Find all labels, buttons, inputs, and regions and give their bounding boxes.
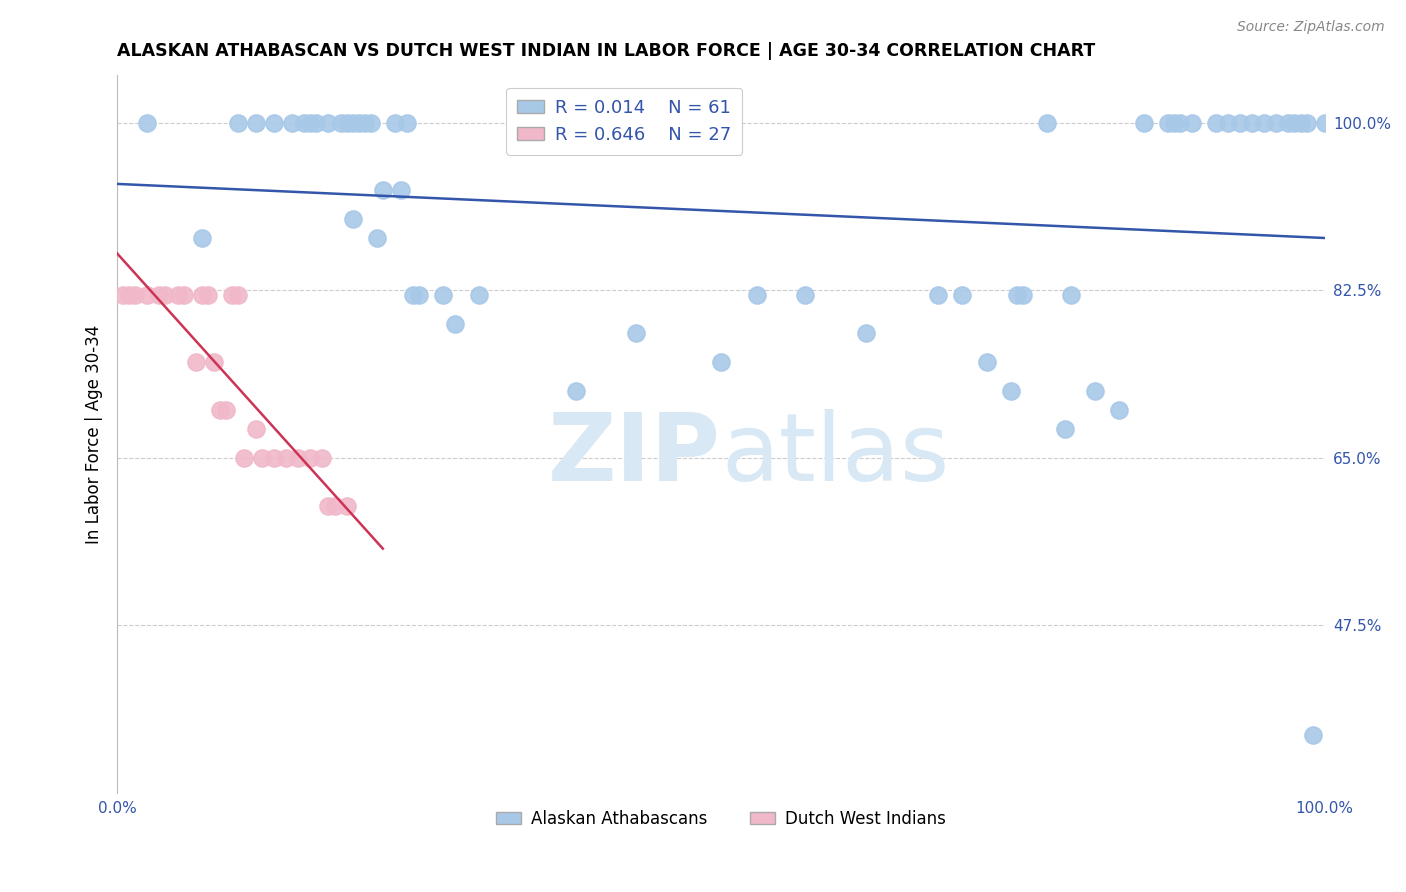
Point [1157,116,1180,130]
Point [389,183,412,197]
Point [1168,116,1191,130]
Point [1054,422,1077,436]
Point [342,211,364,226]
Point [1036,116,1059,130]
Point [226,288,249,302]
Point [221,288,243,302]
Point [299,116,322,130]
Point [1181,116,1204,130]
Point [155,288,177,302]
Point [432,288,454,302]
Point [444,317,467,331]
Point [468,288,491,302]
Point [263,116,285,130]
Point [1132,116,1154,130]
Point [855,326,877,341]
Point [190,231,212,245]
Legend: Alaskan Athabascans, Dutch West Indians: Alaskan Athabascans, Dutch West Indians [489,803,952,835]
Point [1277,116,1299,130]
Point [318,116,340,130]
Point [395,116,418,130]
Point [250,450,273,465]
Point [1216,116,1239,130]
Point [208,403,231,417]
Point [710,355,733,369]
Text: atlas: atlas [721,409,949,501]
Point [1265,116,1288,130]
Point [292,116,315,130]
Point [927,288,949,302]
Point [318,499,340,513]
Text: ZIP: ZIP [548,409,721,501]
Point [402,288,425,302]
Point [263,450,285,465]
Point [626,326,648,341]
Point [360,116,382,130]
Point [353,116,375,130]
Point [952,288,974,302]
Point [1284,116,1306,130]
Point [136,288,159,302]
Point [202,355,225,369]
Point [342,116,364,130]
Point [281,116,304,130]
Point [794,288,817,302]
Text: ALASKAN ATHABASCAN VS DUTCH WEST INDIAN IN LABOR FORCE | AGE 30-34 CORRELATION C: ALASKAN ATHABASCAN VS DUTCH WEST INDIAN … [117,42,1095,60]
Point [1302,728,1324,742]
Point [112,288,135,302]
Point [1295,116,1317,130]
Point [565,384,588,398]
Point [287,450,309,465]
Point [1084,384,1107,398]
Point [366,231,388,245]
Point [1005,288,1028,302]
Point [384,116,406,130]
Point [1163,116,1185,130]
Point [118,288,141,302]
Point [311,450,333,465]
Point [408,288,430,302]
Point [1229,116,1251,130]
Point [245,116,267,130]
Point [1241,116,1264,130]
Point [276,450,298,465]
Point [190,288,212,302]
Point [1253,116,1275,130]
Point [305,116,328,130]
Point [148,288,170,302]
Point [124,288,146,302]
Point [747,288,769,302]
Point [336,499,359,513]
Point [323,499,346,513]
Point [233,450,256,465]
Point [1000,384,1022,398]
Point [1205,116,1227,130]
Point [1060,288,1083,302]
Text: Source: ZipAtlas.com: Source: ZipAtlas.com [1237,20,1385,34]
Point [184,355,207,369]
Point [347,116,370,130]
Point [197,288,219,302]
Point [1313,116,1336,130]
Point [226,116,249,130]
Point [299,450,322,465]
Point [336,116,359,130]
Point [1011,288,1033,302]
Point [1289,116,1312,130]
Point [136,116,159,130]
Point [215,403,238,417]
Point [245,422,267,436]
Point [976,355,998,369]
Point [371,183,394,197]
Point [166,288,188,302]
Y-axis label: In Labor Force | Age 30-34: In Labor Force | Age 30-34 [86,325,103,543]
Point [329,116,352,130]
Point [1108,403,1130,417]
Point [173,288,195,302]
